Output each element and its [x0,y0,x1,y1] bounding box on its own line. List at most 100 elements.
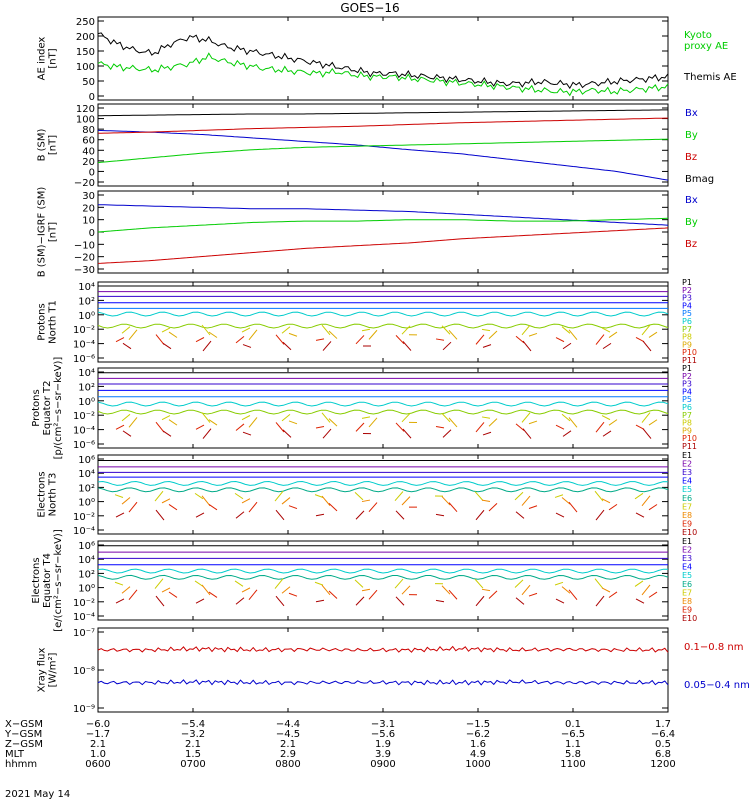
y-tick-label: 10⁰ [78,311,95,322]
channel-fragment [441,413,451,423]
y-tick-label: 10⁻⁴ [73,340,95,351]
channel-fragment [321,495,331,506]
orbit-cell: 4.9 [470,749,486,760]
channel-fragment [601,498,611,504]
channel-label: E5 [682,571,692,580]
channel-fragment [601,327,611,333]
channel-fragment [161,498,171,504]
channel-fragment [368,329,378,340]
channel-fragment [235,597,245,605]
series-line [97,645,669,653]
y-tick-label: 10² [78,483,95,494]
channel-line [97,323,669,329]
channel-fragment [555,424,565,430]
channel-fragment [242,431,252,436]
channel-fragment [561,497,571,505]
channel-fragment [281,497,291,505]
panel-frame [97,540,669,621]
y-tick-label: 10⁻⁶ [73,440,95,451]
channel-fragment [282,341,292,351]
panel-frame [97,103,669,187]
channel-fragment [168,504,178,511]
series-line [97,138,669,164]
channel-fragment [288,505,298,510]
orbit-cell: −5.6 [371,729,395,740]
channel-fragment [195,598,205,604]
channel-fragment [595,334,605,345]
y-tick-label: 10⁻⁴ [73,526,95,537]
channel-fragment [488,418,498,427]
legend-label: Bz [685,239,697,250]
channel-fragment [608,503,618,511]
channel-label: E3 [682,468,692,477]
channel-fragment [555,598,565,604]
y-axis-label: AE index [37,37,48,81]
y-axis-label: Equator T2 [42,381,53,436]
channel-fragment [555,337,565,343]
channel-fragment [234,492,244,500]
y-tick-label: 40 [82,146,95,157]
y-axis-label: Equator T4 [42,553,53,608]
channel-fragment [435,599,445,603]
y-tick-label: 10⁻⁹ [73,704,95,715]
channel-fragment [368,589,378,600]
channel-fragment [561,413,571,422]
channel-fragment [242,344,252,348]
series-line [97,129,669,181]
channel-fragment [601,415,611,421]
orbit-cell: 1.5 [185,749,201,760]
channel-fragment [248,501,258,513]
y-tick-label: 10⁻² [73,325,95,336]
channel-fragment [448,329,458,340]
panel-5: 10⁴ 10² 10⁰ 10⁻² 10⁻⁴ 10⁻⁶ Protons Equator T2 [p… [31,357,697,460]
panel-8: 10⁻⁷ 10⁻⁸ 10⁻⁹ Xray flux [W/m²] 0.1−0.8 nm 0.0… [37,627,750,715]
panel-7: 10⁶ 10⁴ 10² 10⁰ 10⁻² 10⁻⁴ Electrons Equator T4[… [31,529,697,632]
y-tick-label: 150 [76,47,95,58]
channel-fragment [394,578,404,589]
legend-label: 0.05−0.4 nm [684,680,750,691]
orbit-cell: 2.1 [280,739,296,750]
channel-fragment [555,512,565,518]
channel-fragment [488,330,498,339]
channel-fragment [395,510,405,520]
channel-fragment [634,580,644,587]
y-tick-label: 10⁰ [78,584,95,595]
channel-fragment [195,512,205,518]
channel-fragment [435,426,445,429]
series-line [97,117,668,134]
y-tick-label: 10⁴ [78,555,95,566]
channel-fragment [594,578,604,589]
channel-line [97,311,669,317]
channel-fragment [602,342,612,350]
channel-fragment [514,579,524,588]
series-line [97,217,669,233]
date-label: 2021 May 14 [5,789,70,800]
orbit-cell: 0900 [370,759,395,770]
channel-label: P10 [682,434,697,443]
channel-fragment [521,495,531,506]
channel-fragment [321,412,331,423]
channel-fragment [241,498,251,504]
channel-fragment [201,412,211,423]
orbit-cell: 1100 [560,759,585,770]
channel-fragment [115,337,125,343]
channel-label: P9 [682,426,692,435]
channel-fragment [234,580,244,587]
y-tick-label: 50 [82,77,95,88]
orbit-cell: −3.1 [371,719,395,730]
channel-fragment [481,416,491,419]
channel-fragment [528,592,538,597]
channel-fragment [435,513,445,517]
y-axis-label: Protons [31,389,42,426]
channel-fragment [162,342,172,350]
y-tick-label: 100 [76,115,95,126]
channel-fragment [155,509,165,521]
legend-label: proxy AE [684,41,728,52]
y-axis-label: Protons [37,303,48,340]
channel-label: E3 [682,554,692,563]
orbit-row-label: hhmm [5,759,37,770]
channel-fragment [328,503,338,512]
channel-fragment [328,418,338,427]
y-tick-label: 10⁻² [73,598,95,609]
